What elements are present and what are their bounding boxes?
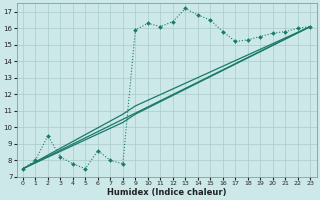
X-axis label: Humidex (Indice chaleur): Humidex (Indice chaleur) bbox=[107, 188, 226, 197]
